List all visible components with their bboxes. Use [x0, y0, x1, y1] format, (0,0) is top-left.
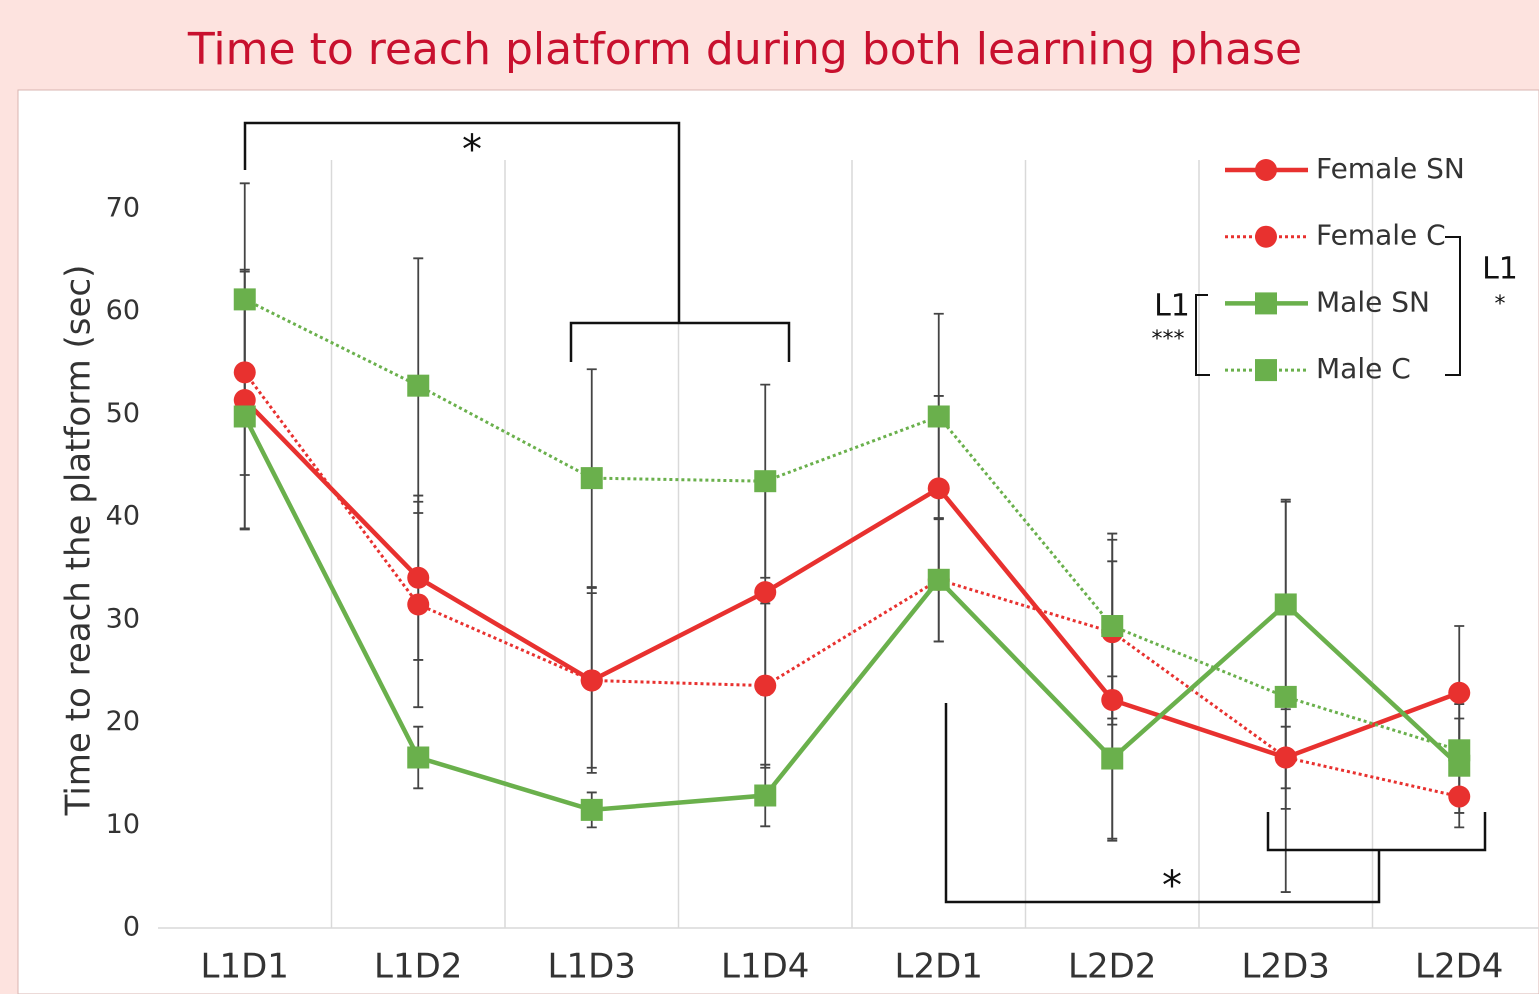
marker	[754, 674, 777, 697]
marker	[1101, 688, 1124, 711]
y-tick-label: 40	[106, 501, 140, 532]
annotation: L1	[1154, 289, 1190, 324]
x-tick-label: L1D3	[548, 947, 636, 987]
marker	[754, 784, 777, 807]
marker	[1448, 681, 1471, 704]
series-line	[244, 298, 1460, 752]
x-tick-label: L2D2	[1068, 947, 1156, 987]
marker	[927, 405, 950, 428]
marker	[1101, 747, 1124, 770]
annotation: *	[1495, 292, 1506, 317]
annotation: ***	[1152, 327, 1185, 352]
annotation: *	[462, 127, 482, 173]
legend-bracket	[1195, 236, 1461, 376]
marker	[754, 470, 777, 493]
y-tick-label: 30	[106, 603, 140, 634]
marker	[1448, 785, 1471, 808]
marker	[407, 566, 430, 589]
marker	[927, 477, 950, 500]
legend-marker	[1255, 292, 1277, 315]
legend-marker	[1255, 359, 1277, 382]
legend-label: Female C	[1316, 219, 1446, 252]
marker	[1274, 746, 1297, 769]
marker	[407, 746, 430, 769]
series-line	[242, 415, 1461, 813]
marker	[407, 593, 430, 616]
legend-marker	[1255, 225, 1277, 248]
plot-panel	[17, 89, 1539, 994]
marker	[580, 798, 603, 821]
y-tick-label: 50	[106, 398, 140, 429]
x-tick-label: L2D1	[895, 947, 983, 987]
marker	[233, 288, 256, 311]
x-tick-label: L2D4	[1415, 947, 1503, 987]
marker	[407, 374, 430, 397]
marker	[1274, 685, 1297, 708]
significance-bracket	[243, 121, 791, 362]
plot: 0 10 20 30 40 50 60 70 L1D1 L1D2 L1D3 L1D4 L2D1 L2D2 L…	[106, 160, 1539, 987]
marker	[233, 405, 256, 428]
y-tick-label: 70	[106, 193, 140, 224]
legend-marker	[1255, 159, 1277, 181]
x-tick-label: L1D4	[721, 947, 809, 987]
chart-title: Time to reach platform during both learn…	[187, 24, 1302, 75]
marker	[580, 467, 603, 490]
marker	[1448, 739, 1471, 762]
y-axis-label: Time to reach the platform (sec)	[59, 265, 99, 817]
marker	[1274, 593, 1297, 616]
y-tick-label: 60	[106, 295, 140, 326]
marker	[1101, 615, 1124, 638]
marker	[580, 669, 603, 692]
annotation: L1	[1482, 252, 1518, 287]
marker	[927, 568, 950, 591]
x-tick-label: L2D3	[1242, 947, 1330, 987]
y-tick-label: 0	[123, 912, 140, 943]
x-tick-label: L1D1	[201, 947, 289, 987]
significance-bracket	[944, 703, 1487, 904]
marker	[233, 361, 256, 384]
marker	[754, 581, 777, 604]
series-line	[243, 398, 1461, 760]
legend-label: Male C	[1316, 352, 1411, 385]
y-tick-label: 20	[106, 706, 140, 737]
annotation: *	[1162, 863, 1182, 909]
y-tick-label: 10	[106, 809, 140, 840]
legend-label: Male SN	[1316, 285, 1430, 318]
legend-label: Female SN	[1316, 152, 1465, 185]
legend: Female SN Female C Male SN Male C	[1225, 152, 1465, 385]
x-tick-label: L1D2	[374, 947, 462, 987]
